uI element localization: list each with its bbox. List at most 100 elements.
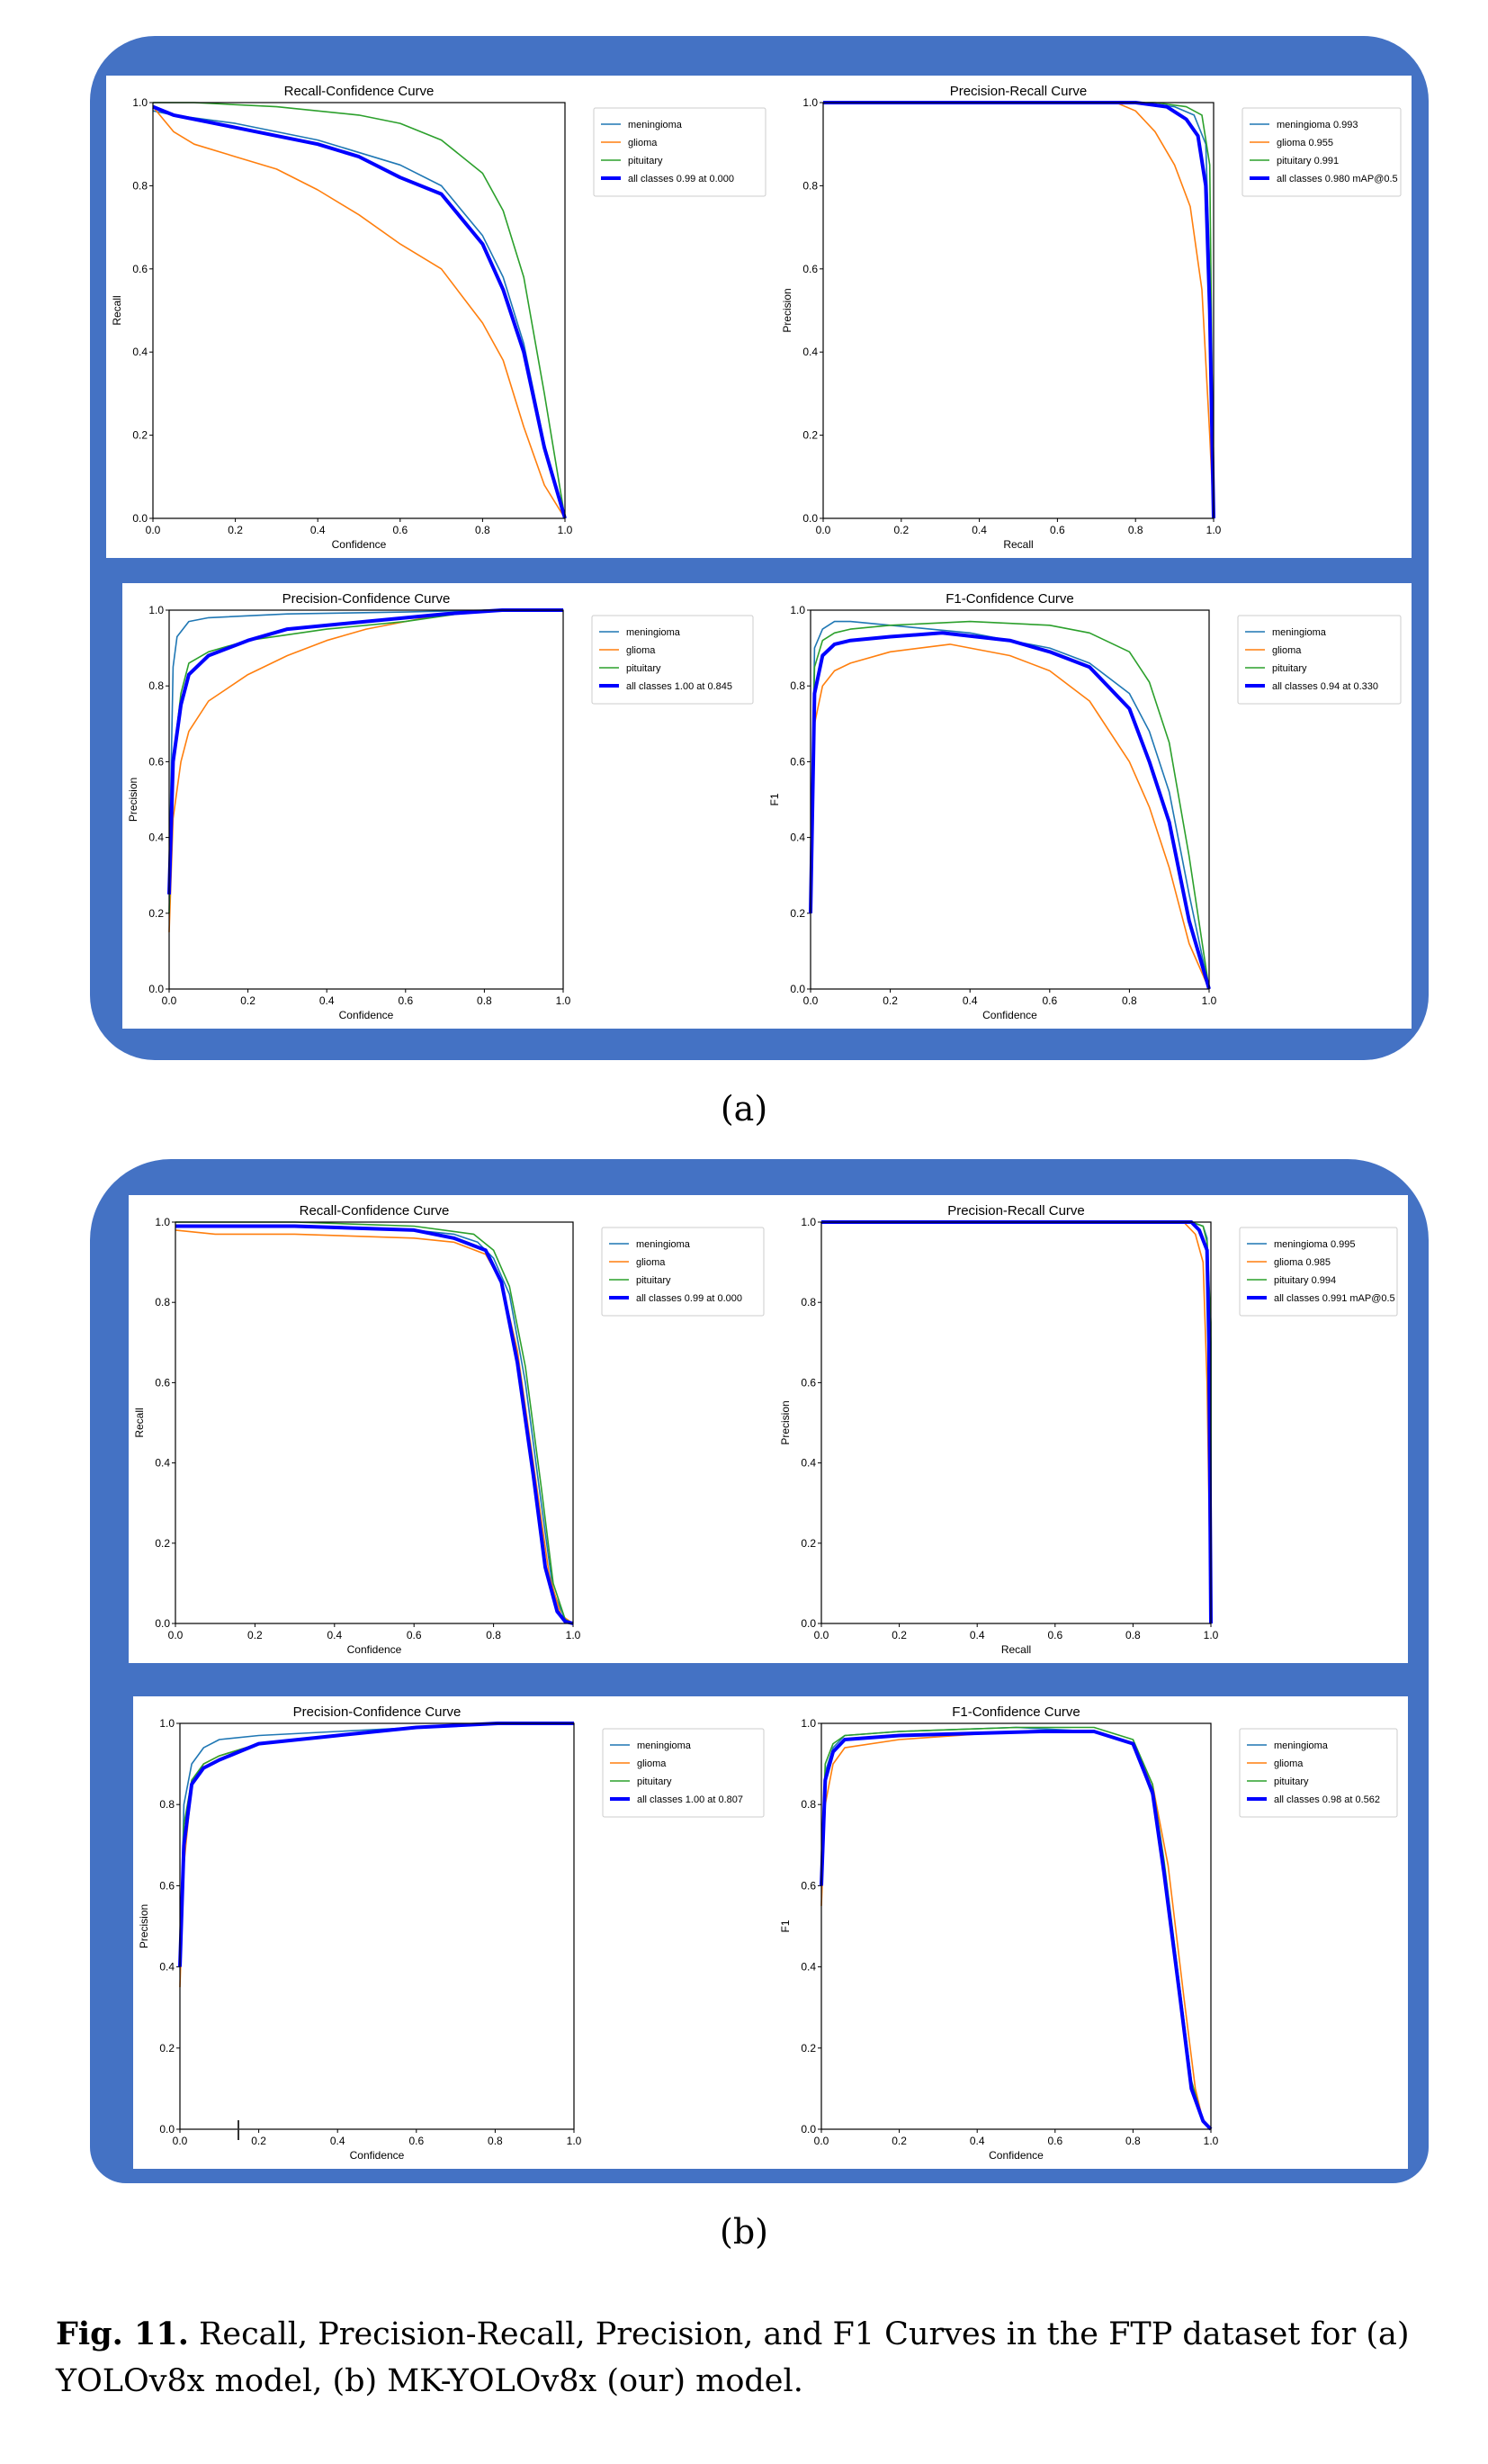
figure-caption: Fig. 11. Recall, Precision-Recall, Preci…: [56, 2311, 1459, 2405]
legend-entry: glioma: [637, 1758, 667, 1769]
y-tick-label: 0.4: [802, 346, 818, 358]
y-tick-label: 0.6: [802, 263, 818, 275]
chart-a-precision-confidence: Precision-Confidence Curve 0.0 0.2 0.4 0.6 0.…: [122, 583, 764, 1029]
chart-svg: F1-Confidence Curve 0.0 0.2 0.4 0.6 0.8 1.0 0.0…: [768, 591, 1402, 1021]
y-tick-label: 0.0: [801, 1617, 816, 1630]
x-tick-label: 0.0: [803, 994, 819, 1007]
chart-title: Precision-Confidence Curve: [293, 1704, 462, 1720]
legend-entry: meningioma 0.995: [1274, 1239, 1356, 1250]
y-tick-label: 0.6: [148, 755, 164, 768]
chart-title: F1-Confidence Curve: [946, 591, 1074, 607]
x-tick-label: 0.4: [319, 994, 335, 1007]
y-axis-label: Precision: [781, 288, 793, 332]
legend-entry: meningioma: [1272, 627, 1327, 638]
x-tick-label: 0.6: [392, 524, 408, 536]
x-tick-label: 0.6: [408, 2135, 424, 2147]
legend-entry: pituitary 0.991: [1277, 156, 1339, 166]
y-tick-label: 0.8: [132, 179, 148, 192]
x-axis-label: Confidence: [347, 1643, 402, 1656]
x-tick-label: 0.2: [247, 1629, 263, 1641]
x-tick-label: 1.0: [558, 524, 573, 536]
y-tick-label: 0.6: [801, 1879, 816, 1892]
series-line: [821, 1221, 1212, 1624]
legend-entry: meningioma: [1274, 1740, 1329, 1751]
y-axis-label: Precision: [138, 1904, 150, 1948]
x-tick-label: 0.0: [814, 2135, 829, 2147]
legend-entry: all classes 0.991 mAP@0.5: [1274, 1293, 1395, 1304]
x-tick-label: 0.2: [893, 524, 909, 536]
x-tick-label: 0.6: [1047, 1629, 1062, 1641]
legend-entry: glioma: [626, 645, 656, 656]
y-tick-label: 0.2: [790, 907, 805, 920]
y-tick-label: 0.0: [148, 983, 164, 995]
x-tick-label: 0.2: [228, 524, 243, 536]
series-line: [152, 104, 567, 519]
y-tick-label: 0.8: [802, 179, 818, 192]
series-line: [168, 609, 563, 913]
plot-frame: [820, 1221, 1212, 1624]
series-line: [175, 1221, 574, 1624]
y-tick-label: 0.8: [801, 1798, 816, 1811]
x-tick-label: 0.0: [816, 524, 831, 536]
series-line: [179, 1722, 574, 1947]
chart-a-f1-confidence: F1-Confidence Curve 0.0 0.2 0.4 0.6 0.8 1.0 0.0…: [764, 583, 1412, 1029]
y-axis-label: Precision: [127, 778, 139, 822]
chart-svg: Recall-Confidence Curve 0.0 0.2 0.4 0.6 0.8 1.…: [111, 84, 766, 551]
x-tick-label: 1.0: [1204, 2135, 1219, 2147]
y-tick-label: 0.8: [801, 1296, 816, 1308]
legend-box: [1237, 615, 1402, 705]
x-axis-label: Confidence: [339, 1009, 394, 1021]
y-tick-label: 0.8: [155, 1296, 170, 1308]
series-line: [152, 110, 566, 519]
chart-svg: Precision-Recall Curve 0.0 0.2 0.4 0.6 0.8 1.0…: [781, 84, 1402, 551]
x-tick-label: 0.8: [488, 2135, 503, 2147]
legend-entry: glioma: [628, 138, 658, 148]
y-tick-label: 0.4: [801, 1457, 816, 1470]
y-axis-label: Recall: [133, 1407, 146, 1437]
legend-entry: all classes 1.00 at 0.845: [626, 681, 732, 692]
caption-label: Fig. 11.: [56, 2316, 189, 2352]
plot-frame: [152, 102, 566, 519]
chart-title: Precision-Confidence Curve: [282, 591, 451, 607]
series-line: [175, 1229, 574, 1624]
y-tick-label: 0.6: [159, 1879, 175, 1892]
chart-svg: F1-Confidence Curve 0.0 0.2 0.4 0.6 0.8 1.0 0.0…: [779, 1704, 1398, 2162]
y-tick-label: 0.0: [802, 512, 818, 525]
series-line: [168, 609, 563, 876]
legend-entry: meningioma 0.993: [1277, 120, 1358, 130]
y-axis-label: F1: [768, 793, 781, 805]
y-tick-label: 0.4: [148, 832, 164, 844]
y-axis-label: Recall: [111, 295, 123, 325]
caption-text: Recall, Precision-Recall, Precision, and…: [56, 2316, 1410, 2399]
series-line: [823, 102, 1215, 519]
legend-entry: glioma: [636, 1257, 666, 1268]
y-tick-label: 0.6: [155, 1376, 170, 1389]
chart-b-precision-recall: Precision-Recall Curve 0.0 0.2 0.4 0.6 0.8 1.0…: [775, 1195, 1408, 1663]
x-tick-label: 0.8: [486, 1629, 501, 1641]
legend-entry: all classes 0.94 at 0.330: [1272, 681, 1378, 692]
x-tick-label: 0.0: [146, 524, 161, 536]
legend-entry: meningioma: [636, 1239, 691, 1250]
x-tick-label: 1.0: [1206, 524, 1222, 536]
x-tick-label: 0.2: [892, 2135, 907, 2147]
legend-entry: glioma 0.955: [1277, 138, 1333, 148]
x-tick-label: 0.8: [1125, 2135, 1141, 2147]
series-line: [175, 1225, 574, 1624]
y-tick-label: 0.4: [801, 1961, 816, 1974]
x-tick-label: 0.6: [1042, 994, 1057, 1007]
y-tick-label: 0.6: [801, 1376, 816, 1389]
x-tick-label: 1.0: [566, 1629, 581, 1641]
x-axis-label: Confidence: [989, 2149, 1044, 2162]
sublabel-b: (b): [720, 2212, 768, 2252]
x-tick-label: 0.4: [970, 1629, 985, 1641]
y-tick-label: 1.0: [802, 96, 818, 109]
x-tick-label: 0.8: [1122, 994, 1137, 1007]
chart-title: Recall-Confidence Curve: [300, 1203, 450, 1219]
legend-box: [1239, 1728, 1398, 1818]
legend-entry: glioma: [1272, 645, 1302, 656]
plot-frame: [810, 609, 1210, 990]
legend-entry: meningioma: [626, 627, 681, 638]
x-tick-label: 0.8: [1125, 1629, 1141, 1641]
y-tick-label: 0.0: [801, 2123, 816, 2136]
chart-svg: Recall-Confidence Curve 0.0 0.2 0.4 0.6 0.8 1.…: [133, 1203, 765, 1656]
